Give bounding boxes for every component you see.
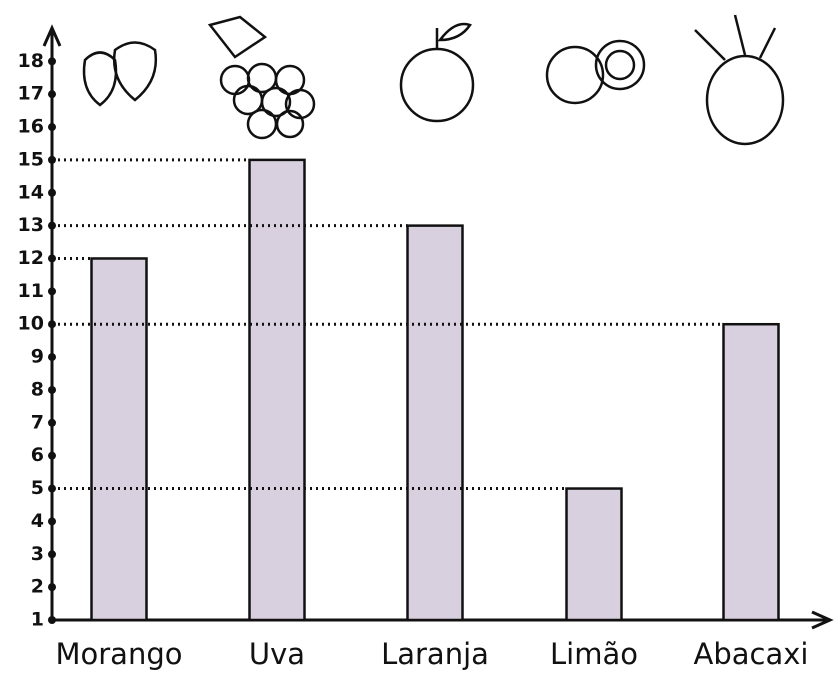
x-tick-label: Uva <box>249 637 305 671</box>
tick-dot <box>48 616 56 624</box>
y-tick-label: 1 <box>31 609 44 631</box>
x-tick-label: Laranja <box>381 637 489 671</box>
y-tick-label: 15 <box>18 148 44 170</box>
tick-dot <box>48 452 56 460</box>
y-tick-label: 8 <box>31 378 44 400</box>
tick-dot <box>48 189 56 197</box>
tick-dot <box>48 550 56 558</box>
y-tick-label: 6 <box>31 444 44 466</box>
y-tick-label: 13 <box>18 214 44 236</box>
y-tick-label: 9 <box>31 346 44 368</box>
tick-dot <box>48 386 56 394</box>
tick-dot <box>48 90 56 98</box>
tick-dot <box>48 517 56 525</box>
y-tick-label: 3 <box>31 543 44 565</box>
y-tick-label: 11 <box>18 280 44 302</box>
y-tick-label: 16 <box>18 116 44 138</box>
y-tick-label: 18 <box>18 50 44 72</box>
bar <box>724 324 779 620</box>
y-tick-label: 10 <box>18 313 44 335</box>
bar <box>250 160 305 620</box>
tick-dot <box>48 287 56 295</box>
x-tick-label: Limão <box>550 637 638 671</box>
tick-dot <box>48 353 56 361</box>
tick-dot <box>48 583 56 591</box>
y-tick-label: 4 <box>31 510 44 532</box>
x-tick-label: Abacaxi <box>694 637 809 671</box>
chart: 123456789101112131415161718MorangoUvaLar… <box>0 0 834 677</box>
y-tick-label: 14 <box>18 181 44 203</box>
tick-dot <box>48 419 56 427</box>
tick-dot <box>48 123 56 131</box>
bar <box>567 489 622 620</box>
tick-dot <box>48 57 56 65</box>
y-tick-label: 5 <box>31 477 44 499</box>
y-tick-label: 2 <box>31 576 44 598</box>
y-tick-label: 17 <box>18 83 44 105</box>
x-tick-label: Morango <box>56 637 183 671</box>
bar <box>408 226 463 620</box>
y-tick-label: 7 <box>31 411 44 433</box>
y-tick-label: 12 <box>18 247 44 269</box>
bar <box>92 258 147 620</box>
fruit-icons <box>84 15 783 144</box>
